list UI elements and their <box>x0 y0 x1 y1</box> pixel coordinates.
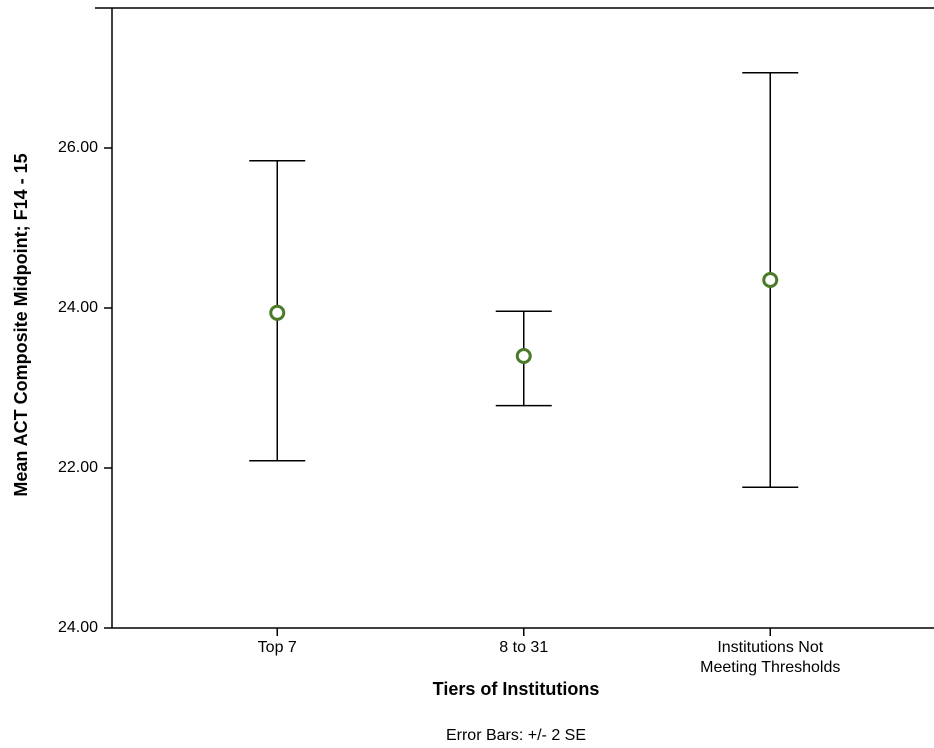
x-tick-label-line: Institutions Not <box>717 639 823 656</box>
x-tick-label-line: Meeting Thresholds <box>700 659 840 676</box>
mean-marker <box>515 348 532 364</box>
x-tick-label: Institutions Not Meeting Thresholds <box>700 639 840 676</box>
y-tick-label: 22.00 <box>58 459 98 476</box>
x-tick-label: 8 to 31 <box>499 639 548 656</box>
footnote: Error Bars: +/- 2 SE <box>446 727 586 744</box>
y-tick-label: 24.00 <box>58 299 98 316</box>
y-tick-label: 26.00 <box>58 139 98 156</box>
y-axis-label: Mean ACT Composite Midpoint; F14 - 15 <box>11 153 31 496</box>
y-tick-label: 24.00 <box>58 619 98 636</box>
mean-marker <box>762 272 779 288</box>
x-tick-label: Top 7 <box>258 639 297 656</box>
mean-marker <box>269 304 286 321</box>
x-axis-label: Tiers of Institutions <box>433 679 600 699</box>
